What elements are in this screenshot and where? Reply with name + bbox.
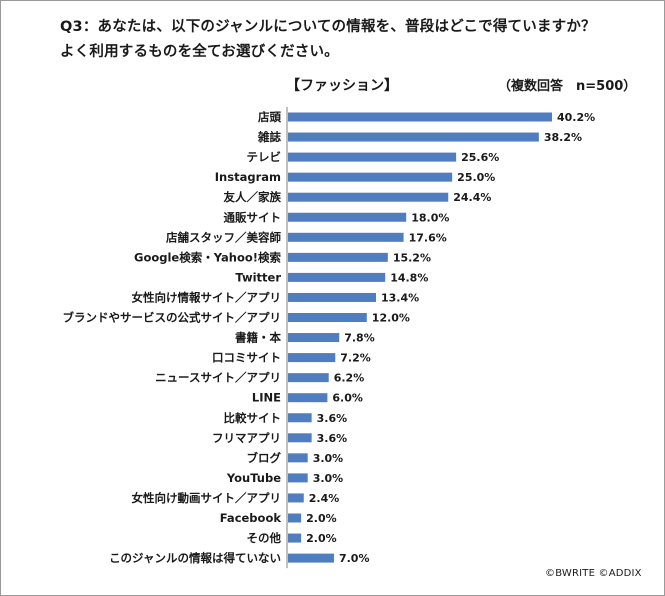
copyright-credit: ©BWRITE ©ADDIX xyxy=(545,568,642,579)
category-label: ブログ xyxy=(247,451,282,465)
sample-size-note: （複数回答 n=500） xyxy=(498,79,637,94)
bar xyxy=(288,533,302,543)
value-label: 17.6% xyxy=(409,231,447,244)
value-label: 6.0% xyxy=(332,392,363,405)
category-label: ブランドやサービスの公式サイト／アプリ xyxy=(63,311,282,325)
question-title: Q3：あなたは、以下のジャンルについての情報を、普段はどこで得ていますか？ よく… xyxy=(60,15,650,65)
question-line-2: よく利用するものを全てお選びください。 xyxy=(60,44,339,60)
category-label: 友人／家族 xyxy=(224,190,282,204)
category-label: 口コミサイト xyxy=(212,351,281,365)
category-label: フリマアプリ xyxy=(212,431,281,445)
category-label: Instagram xyxy=(215,170,281,184)
bar xyxy=(288,393,328,403)
value-label: 6.2% xyxy=(334,372,365,385)
value-label: 7.8% xyxy=(344,332,375,345)
value-label: 25.0% xyxy=(457,171,495,184)
category-label: 女性向け情報サイト／アプリ xyxy=(132,290,282,304)
category-label: テレビ xyxy=(247,150,282,164)
value-label: 12.0% xyxy=(372,312,410,325)
bar xyxy=(288,353,336,363)
bar xyxy=(288,172,453,182)
value-label: 13.4% xyxy=(381,291,419,304)
category-label: 女性向け動画サイト／アプリ xyxy=(132,491,282,505)
value-label: 7.0% xyxy=(339,552,370,565)
category-label: その他 xyxy=(247,531,282,545)
bar xyxy=(288,333,340,343)
bar xyxy=(288,513,302,523)
value-label: 3.6% xyxy=(317,412,348,425)
bars-group: 店頭 40.2% 雑誌 38.2% テレビ 25.6% Instagram 25.0% 友人／家… xyxy=(63,107,595,569)
value-label: 3.0% xyxy=(313,452,344,465)
category-label: 比較サイト xyxy=(224,411,282,425)
category-label: 書籍・本 xyxy=(235,331,281,345)
category-label: 店舗スタッフ／美容師 xyxy=(166,230,281,244)
bar xyxy=(288,132,539,142)
value-label: 2.0% xyxy=(306,532,337,545)
value-label: 2.4% xyxy=(309,492,340,505)
bar xyxy=(288,212,407,222)
value-label: 24.4% xyxy=(453,191,491,204)
bar xyxy=(288,272,386,282)
question-line-1: Q3：あなたは、以下のジャンルについての情報を、普段はどこで得ていますか？ xyxy=(60,19,596,35)
value-label: 18.0% xyxy=(411,211,449,224)
bar xyxy=(288,433,312,443)
value-label: 25.6% xyxy=(461,151,499,164)
category-label: Google検索・Yahoo!検索 xyxy=(134,250,281,264)
bar xyxy=(288,192,449,202)
value-label: 15.2% xyxy=(393,251,431,264)
bar xyxy=(288,493,304,503)
value-label: 7.2% xyxy=(340,352,371,365)
value-label: 14.8% xyxy=(390,271,428,284)
bar xyxy=(288,152,457,162)
value-label: 40.2% xyxy=(557,111,595,124)
bar xyxy=(288,413,312,423)
bar xyxy=(288,292,376,302)
value-label: 2.0% xyxy=(306,512,337,525)
chart-subtitle: 【ファッション】 xyxy=(286,78,398,94)
value-label: 38.2% xyxy=(544,131,582,144)
category-label: LINE xyxy=(252,391,281,405)
value-label: 3.6% xyxy=(317,432,348,445)
bar xyxy=(288,252,388,262)
bar xyxy=(288,473,308,483)
bar xyxy=(288,313,367,322)
category-label: Facebook xyxy=(220,511,282,525)
category-label: Twitter xyxy=(235,270,281,284)
category-label: YouTube xyxy=(226,471,281,485)
bar xyxy=(288,553,334,563)
value-label: 3.0% xyxy=(313,472,344,485)
bar xyxy=(288,453,308,463)
bar xyxy=(288,112,552,122)
category-label: 通販サイト xyxy=(224,210,282,224)
category-label: ニュースサイト／アプリ xyxy=(155,371,281,385)
category-label: 店頭 xyxy=(258,110,281,124)
bar xyxy=(288,373,329,383)
category-label: 雑誌 xyxy=(257,130,281,144)
bar xyxy=(288,232,404,242)
category-label: このジャンルの情報は得ていない xyxy=(109,551,281,565)
